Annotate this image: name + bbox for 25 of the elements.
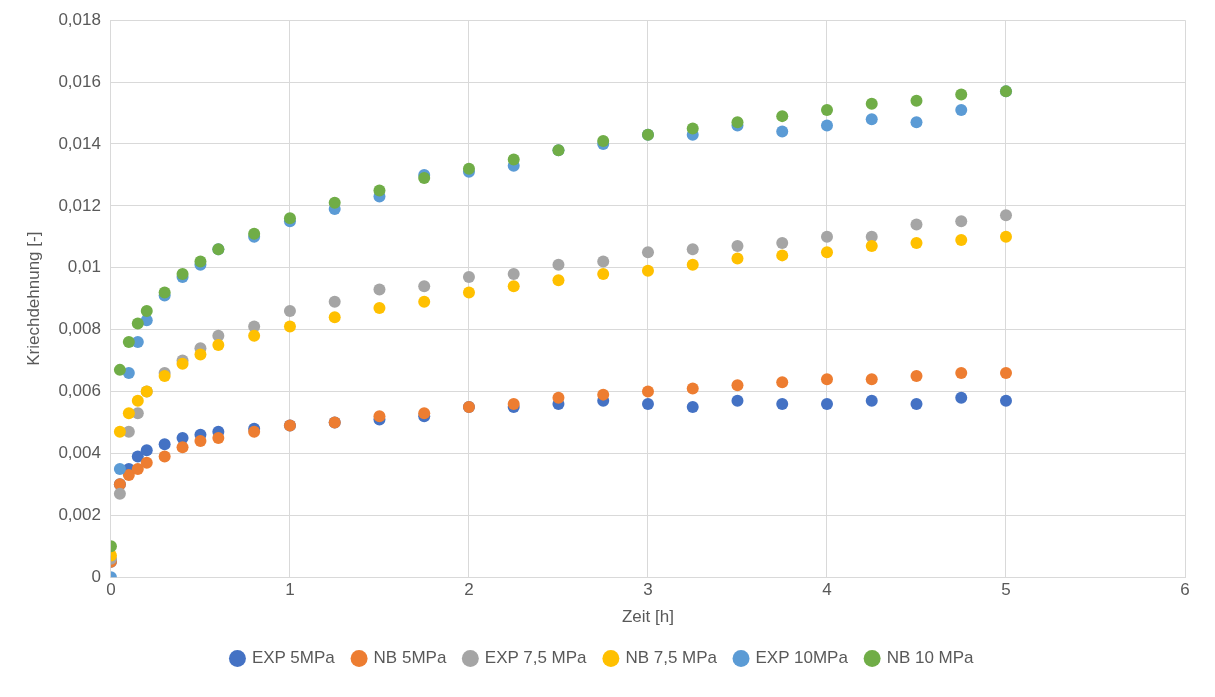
- y-tick-label: 0,01: [67, 257, 101, 277]
- legend-label: EXP 7,5 MPa: [484, 648, 588, 668]
- y-axis-title: Kriechdehnung [-]: [23, 231, 43, 366]
- y-tick-label: 0,006: [58, 381, 101, 401]
- y-tick-label: 0,012: [58, 195, 101, 215]
- x-tick-label: 1: [285, 580, 295, 600]
- x-tick-label: 4: [822, 580, 832, 600]
- y-tick-label: 0: [91, 566, 101, 586]
- x-tick-label: 6: [1180, 580, 1190, 600]
- x-tick-label: 3: [643, 580, 653, 600]
- y-tick-label: 0,004: [58, 443, 101, 463]
- y-tick-label: 0,002: [58, 505, 101, 524]
- x-tick-label: 5: [1001, 580, 1011, 600]
- y-tick-label: 0,008: [58, 319, 101, 339]
- y-tick-label: 0,014: [58, 133, 101, 153]
- legend-label: NB 7,5 MPa: [625, 648, 718, 668]
- y-tick-label: 0,016: [58, 71, 101, 91]
- x-axis-title: Zeit [h]: [621, 607, 674, 627]
- legend-label: NB 5MPa: [373, 648, 447, 668]
- x-tick-label: 2: [464, 580, 474, 600]
- legend-label: EXP 5MPa: [251, 648, 336, 668]
- x-tick-label: 0: [106, 580, 116, 600]
- legend-label: EXP 10MPa: [755, 648, 849, 668]
- legend-label: NB 10 MPa: [886, 648, 975, 668]
- y-tick-label: 0,018: [58, 9, 101, 29]
